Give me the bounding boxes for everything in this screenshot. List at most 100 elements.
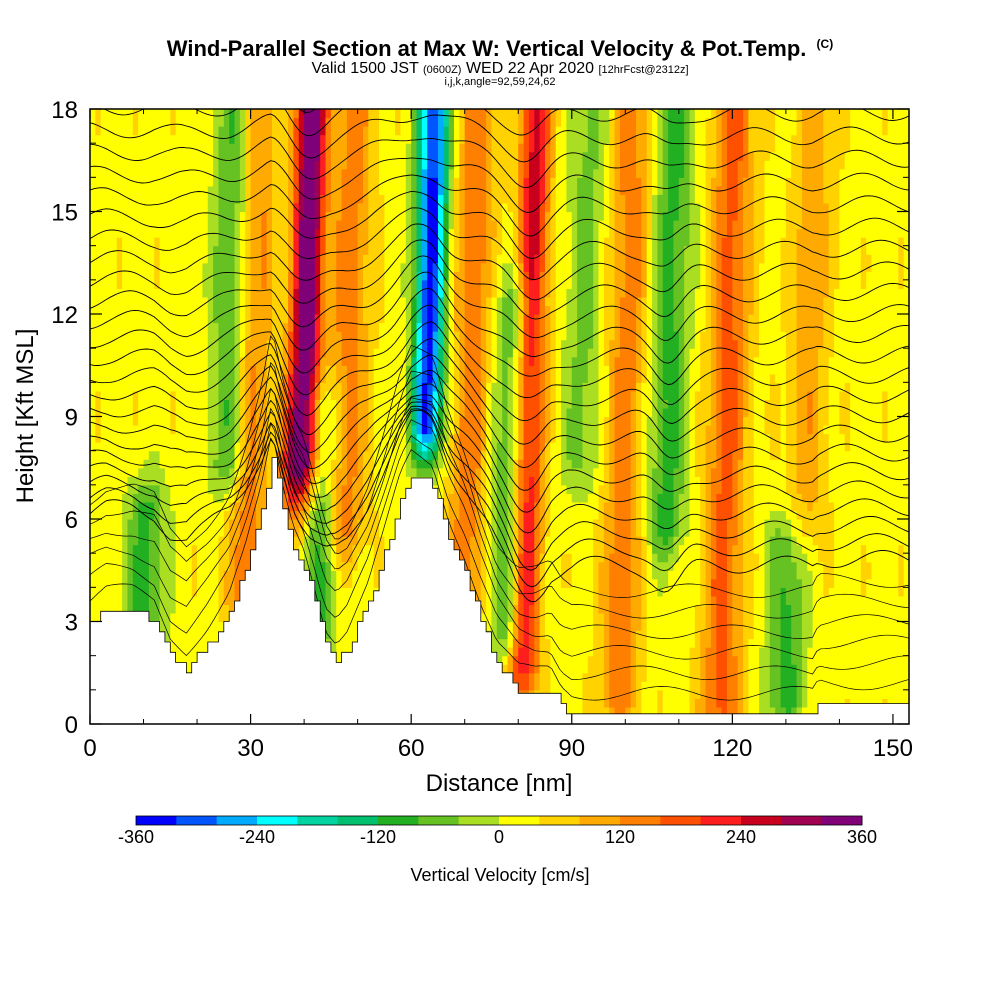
velocity-cell: [218, 339, 225, 349]
velocity-cell: [282, 185, 289, 196]
velocity-cell: [266, 442, 273, 452]
velocity-cell: [170, 143, 177, 153]
velocity-cell: [411, 399, 418, 409]
velocity-cell: [421, 433, 428, 443]
velocity-cell: [389, 185, 396, 196]
velocity-cell: [437, 425, 444, 435]
velocity-cell: [400, 314, 407, 324]
velocity-cell: [175, 553, 182, 563]
velocity-cell: [234, 237, 241, 247]
velocity-cell: [138, 519, 145, 529]
velocity-cell: [416, 271, 423, 281]
velocity-cell: [421, 339, 428, 349]
velocity-cell: [336, 612, 343, 623]
velocity-cell: [164, 578, 171, 588]
velocity-cell: [443, 117, 450, 127]
velocity-cell: [368, 262, 375, 272]
velocity-cell: [207, 160, 214, 170]
velocity-cell: [288, 331, 295, 341]
velocity-cell: [223, 202, 230, 213]
velocity-cell: [363, 459, 369, 469]
velocity-cell: [186, 373, 193, 383]
velocity-cell: [325, 382, 332, 392]
velocity-cell: [191, 399, 198, 409]
velocity-cell: [357, 331, 364, 341]
velocity-cell: [229, 390, 236, 401]
velocity-cell: [202, 578, 209, 588]
velocity-cell: [245, 331, 252, 341]
velocity-cell: [202, 382, 209, 392]
velocity-cell: [384, 237, 391, 247]
velocity-cell: [330, 322, 337, 332]
velocity-cell: [132, 373, 139, 383]
velocity-cell: [298, 194, 305, 204]
velocity-cell: [234, 459, 241, 469]
velocity-cell: [341, 220, 348, 230]
velocity-cell: [229, 143, 236, 153]
velocity-cell: [454, 390, 460, 401]
velocity-cell: [357, 544, 364, 554]
velocity-cell: [207, 168, 214, 178]
velocity-cell: [154, 143, 161, 153]
velocity-cell: [309, 382, 316, 392]
velocity-cell: [111, 296, 118, 307]
velocity-cell: [448, 177, 455, 187]
velocity-cell: [106, 484, 113, 494]
velocity-cell: [100, 271, 107, 281]
velocity-cell: [127, 561, 134, 571]
velocity-cell: [384, 467, 391, 477]
velocity-cell: [223, 493, 230, 503]
velocity-cell: [186, 254, 193, 264]
velocity-cell: [229, 356, 236, 366]
velocity-cell: [373, 373, 380, 383]
velocity-cell: [395, 296, 402, 307]
velocity-cell: [384, 382, 391, 392]
velocity-cell: [132, 314, 139, 324]
velocity-cell: [384, 279, 391, 289]
velocity-cell: [341, 536, 348, 546]
velocity-cell: [186, 612, 193, 623]
velocity-cell: [234, 331, 241, 341]
velocity-cell: [261, 220, 268, 230]
velocity-cell: [373, 399, 380, 409]
velocity-cell: [245, 126, 252, 136]
velocity-cell: [197, 476, 204, 486]
velocity-cell: [373, 228, 380, 238]
velocity-cell: [411, 134, 418, 144]
velocity-cell: [368, 416, 375, 426]
velocity-cell: [181, 527, 187, 537]
velocity-cell: [309, 296, 316, 307]
velocity-cell: [191, 314, 198, 324]
velocity-cell: [400, 433, 407, 443]
velocity-cell: [95, 356, 102, 366]
velocity-cell: [363, 117, 369, 127]
velocity-cell: [309, 262, 316, 272]
velocity-cell: [325, 262, 332, 272]
velocity-cell: [341, 228, 348, 238]
velocity-cell: [330, 630, 337, 640]
velocity-cell: [352, 356, 359, 366]
velocity-cell: [138, 527, 145, 537]
velocity-cell: [427, 296, 434, 307]
velocity-cell: [416, 117, 423, 127]
velocity-cell: [143, 194, 150, 204]
velocity-cell: [116, 578, 123, 588]
velocity-cell: [245, 185, 252, 196]
velocity-cell: [164, 262, 171, 272]
velocity-cell: [346, 331, 353, 341]
velocity-cell: [288, 202, 295, 213]
velocity-cell: [229, 185, 236, 196]
velocity-cell: [336, 553, 343, 563]
velocity-cell: [384, 211, 391, 221]
velocity-cell: [255, 143, 262, 153]
velocity-cell: [405, 211, 412, 221]
velocity-cell: [186, 151, 193, 161]
valid-date: WED 22 Apr 2020: [465, 60, 595, 77]
velocity-cell: [159, 126, 166, 136]
velocity-cell: [368, 288, 375, 298]
velocity-cell: [100, 450, 107, 460]
velocity-cell: [159, 570, 166, 580]
velocity-cell: [175, 185, 182, 196]
velocity-cell: [191, 202, 198, 213]
velocity-cell: [164, 595, 171, 606]
